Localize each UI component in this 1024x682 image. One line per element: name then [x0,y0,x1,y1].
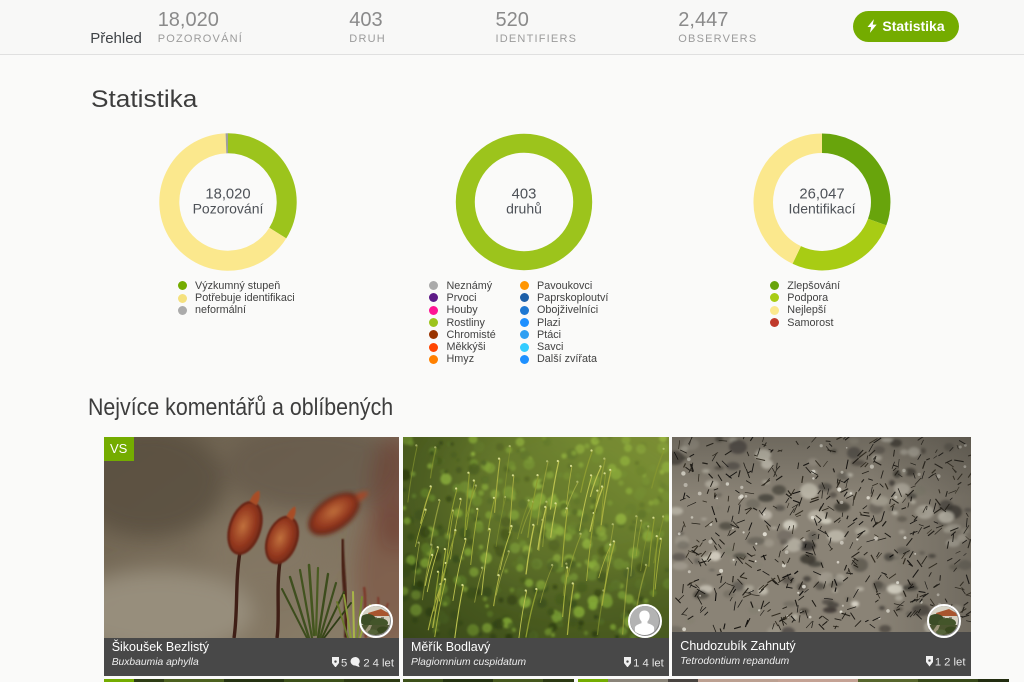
svg-text:18,020: 18,020 [205,186,250,202]
svg-text:26,047: 26,047 [799,186,844,202]
svg-text:druhů: druhů [506,200,542,216]
svg-text:Pozorování: Pozorování [192,200,263,216]
svg-text:Identifikací: Identifikací [788,200,855,216]
svg-text:403: 403 [511,186,536,202]
